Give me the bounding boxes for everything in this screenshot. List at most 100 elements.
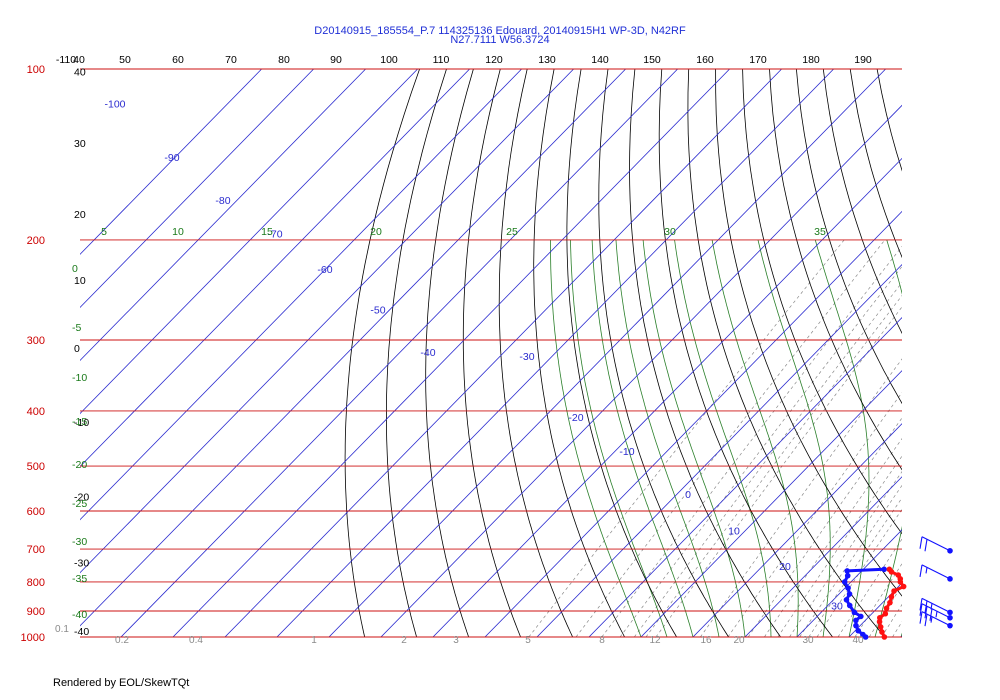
mixing-ratio-line [952, 240, 1000, 637]
isotherm-label: -60 [317, 264, 332, 276]
moist-adiabat-label: 25 [506, 226, 518, 238]
pressure-tick-label: 100 [27, 64, 45, 76]
dry-adiabat-label: 40 [74, 66, 86, 78]
wind-barb-flag [924, 614, 928, 627]
isotherm-line [484, 210, 902, 638]
dewpoint-profile-point [846, 602, 853, 609]
dewpoint-profile-point [853, 617, 859, 624]
isotherm-line [80, 69, 574, 574]
pressure-tick-label: 900 [27, 606, 45, 618]
moist-adiabat-line [874, 239, 902, 638]
pressure-tick-label: 700 [27, 544, 45, 556]
isotherm-label: -90 [164, 152, 179, 164]
mixing-ratio-line [927, 240, 1000, 637]
temperature-profile-point [882, 610, 889, 617]
isobars [80, 68, 902, 638]
isotherm-line [172, 69, 730, 638]
mixing-ratio-label: 8 [599, 635, 605, 646]
temperature-profile-point [877, 624, 884, 630]
dry-adiabat-line [796, 69, 902, 405]
isotherm-line [432, 157, 902, 638]
mixing-ratio-label: 30 [802, 635, 814, 646]
pressure-tick-label: 800 [27, 577, 45, 589]
wind-barb-staff [921, 597, 951, 613]
wind-barb-point [947, 576, 953, 582]
dry-adiabat-label: 20 [74, 209, 86, 221]
isotherm-label: -80 [215, 195, 230, 207]
top-scale-label: 100 [380, 54, 398, 66]
wind-barb-point [947, 609, 953, 616]
dewpoint-profile-point [845, 585, 851, 591]
mixing-ratio-lines [528, 239, 1000, 638]
moist-left-label: -15 [72, 416, 87, 428]
isotherms [80, 69, 902, 638]
mixing-ratio-line [911, 240, 1000, 637]
dry-adiabat-line [985, 69, 1000, 637]
isotherm-label: -70 [267, 229, 282, 241]
moist-adiabat-line [711, 239, 799, 638]
temperature-profile-point [881, 634, 888, 640]
moist-adiabat-label: 35 [814, 226, 826, 238]
isotherm-line [848, 582, 902, 638]
dry-adiabat-line [462, 69, 521, 638]
top-scale-label: 50 [119, 54, 131, 66]
wind-barb-half-flag [925, 567, 928, 574]
dry-adiabat-label: -20 [74, 492, 89, 504]
wind-barbs [919, 536, 953, 629]
moist-left-label: -35 [72, 573, 87, 585]
isotherm-label: 0 [685, 489, 691, 501]
top-scale-label: 180 [802, 54, 820, 66]
moist-left-label: -10 [72, 372, 87, 384]
wind-barb-staff [921, 611, 951, 627]
top-scale-label: 130 [538, 54, 556, 66]
wind-barb-staff [921, 564, 951, 580]
wind-barb-flag [929, 608, 933, 621]
pressure-tick-label: 200 [27, 235, 45, 247]
temperature-profile-point [888, 594, 895, 600]
mixing-ratio-line [727, 391, 902, 638]
dewpoint-profile-point [844, 572, 851, 579]
dewpoint-profile-point [858, 613, 864, 620]
isotherm-line [80, 69, 470, 468]
top-scale-label: 110 [433, 54, 450, 66]
top-scale-label: 70 [225, 54, 237, 66]
wind-barb-point [947, 614, 953, 621]
wind-barb-flag [919, 611, 923, 624]
top-scale-label: 80 [278, 54, 290, 66]
moist-adiabat-label: 20 [370, 226, 382, 238]
isotherm-line [380, 104, 902, 638]
temperature-profile-point [883, 605, 890, 612]
moist-adiabat-label: 5 [101, 226, 107, 238]
mixing-ratio-line [946, 240, 1000, 637]
footer-credit: Rendered by EOL/SkewTQt [53, 677, 189, 689]
wind-barb-flag [924, 606, 928, 619]
dry-adiabat-line [658, 69, 833, 638]
mixing-ratio-label: 3 [453, 635, 459, 646]
mixing-ratio-label: 0.1 [55, 624, 69, 635]
dry-adiabats [344, 69, 1000, 638]
dry-adiabat-line [629, 69, 781, 638]
isotherm-label: -40 [420, 347, 435, 359]
wind-barb-flag [919, 603, 923, 616]
moist-adiabat-line [900, 632, 902, 638]
moist-left-label: -40 [72, 609, 87, 621]
mixing-ratio-label: 16 [700, 635, 712, 646]
pressure-tick-label: 300 [27, 335, 45, 347]
mixing-ratio-label: 5 [525, 635, 531, 646]
pressure-tick-label: 400 [27, 406, 45, 418]
mixing-ratio-line [764, 437, 902, 638]
pressure-tick-label: 500 [27, 461, 45, 473]
isotherm-line [796, 529, 902, 638]
dewpoint-profile-point [881, 566, 887, 573]
mixing-ratio-label: 20 [733, 635, 745, 646]
isotherm-line [120, 69, 678, 638]
dry-adiabat-line [715, 69, 902, 597]
dewpoint-profile-point [860, 631, 866, 638]
dry-adiabat-line [742, 69, 902, 535]
mixing-ratio-line [919, 240, 1000, 637]
mixing-ratio-label: 0.2 [115, 635, 129, 646]
wind-barb-point [947, 547, 953, 554]
dry-adiabat-line [958, 69, 1000, 637]
mixing-ratio-line [700, 358, 902, 638]
